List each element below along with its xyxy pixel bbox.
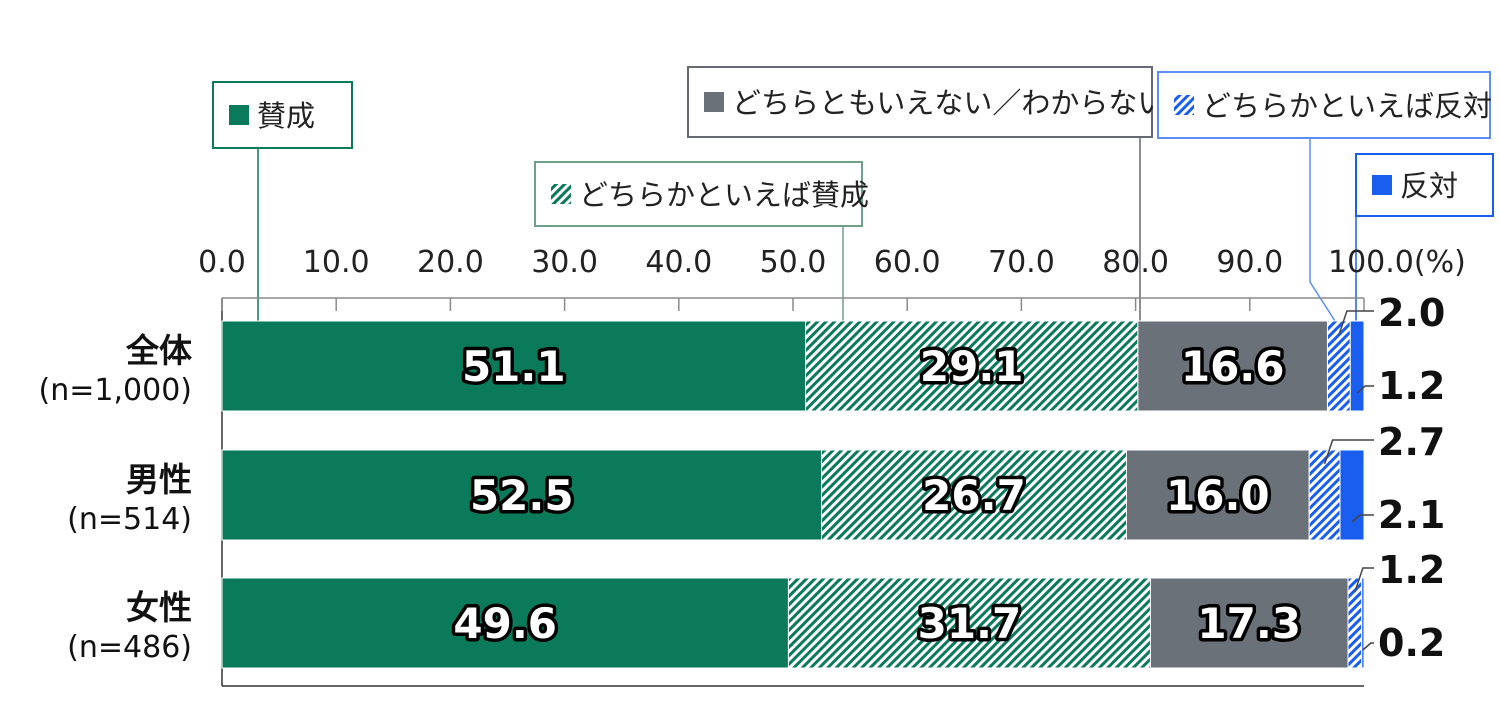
outside-value-label: 2.1 [1378,493,1445,537]
legend-swatch [1174,95,1194,115]
x-tick-label: 60.0 [874,245,941,280]
leader-line [1356,385,1374,394]
labels: 全体(n=1,000) 男性(n=514) 女性(n=486) 51.1 29.1 16.… [39,291,1446,665]
bar-segment [1349,320,1365,412]
outside-value-label: 1.2 [1378,364,1445,408]
leader-line [1354,567,1374,593]
legend-box [534,161,863,227]
leader-line [1351,514,1374,523]
bar-value-label: 26.7 [922,471,1026,520]
x-tick-label: 10.0 [303,245,370,280]
bar-value-label: 52.5 [470,471,574,520]
bar-segment [1308,449,1341,541]
legend-label: どちらかといえば反対 [1202,89,1492,123]
outside-value-label: 1.2 [1378,548,1445,592]
bar-value-label: 51.1 [462,342,566,391]
x-tick-label: 100.0(%) [1328,245,1466,280]
bar-value-label: 31.7 [918,599,1022,648]
bar-segment [1361,577,1365,669]
legend-swatch [551,184,571,204]
legend-callout: どちらともいえない／わからない [687,66,1166,321]
x-tick-label: 40.0 [645,245,712,280]
legend-leader-line [1309,138,1340,328]
x-tick-label: 50.0 [760,245,827,280]
bar-segment [805,320,1139,412]
bar-segment [1137,320,1328,412]
category-n-label: (n=1,000) [39,373,192,408]
legend-swatch [229,105,249,125]
bars [221,320,1365,669]
bar-value-label: 29.1 [920,342,1024,391]
legend-label: どちらともいえない／わからない [732,86,1166,120]
legend-box [212,81,353,149]
x-tick-label: 0.0 [198,245,246,280]
outside-value-label: 2.7 [1378,420,1445,464]
legend-label: どちらかといえば賛成 [579,178,869,212]
legend-swatch [1372,175,1392,195]
x-tick-label: 20.0 [417,245,484,280]
outside-value-label: 2.0 [1378,291,1445,335]
category-label: 女性 [126,588,192,627]
bar-segment [1339,449,1365,541]
legend-callout: どちらかといえば賛成 [534,161,869,343]
bar-segment [221,577,789,669]
leader-line [1323,439,1374,465]
legend-label: 反対 [1400,169,1458,203]
category-label: 男性 [126,460,192,499]
x-tick-label: 90.0 [1216,245,1283,280]
legend-label: 賛成 [257,99,315,133]
leader-line [1362,642,1374,651]
category-n-label: (n=514) [67,502,192,537]
leader-line [1338,310,1374,336]
bar-segment [221,449,823,541]
x-tick-label: 30.0 [531,245,598,280]
bar-segment [221,320,807,412]
x-tick-label: 80.0 [1102,245,1169,280]
legend-swatch [704,92,724,112]
bar-segment [787,577,1151,669]
bar-value-label: 16.0 [1166,471,1270,520]
bar-segment [1149,577,1349,669]
category-label: 全体 [125,331,192,370]
outside-value-label: 0.2 [1378,621,1445,665]
legend-callout: どちらかといえば反対 [1157,71,1492,328]
bar-value-label: 49.6 [453,599,557,648]
bar-value-label: 17.3 [1197,599,1301,648]
legend-box [1157,71,1491,139]
category-n-label: (n=486) [67,630,192,665]
x-tick-label: 70.0 [988,245,1055,280]
legend-callout: 反対 [1355,153,1494,325]
legend-callout: 賛成 [212,81,353,321]
legend-box [687,66,1153,138]
bar-value-label: 16.6 [1181,342,1285,391]
